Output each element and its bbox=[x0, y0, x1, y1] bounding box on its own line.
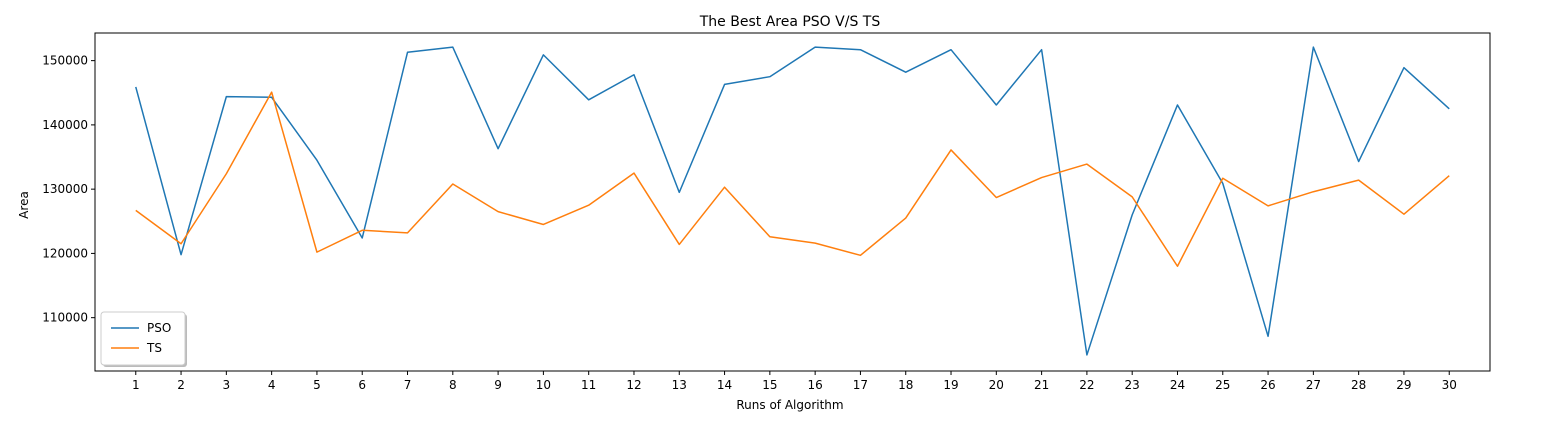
x-tick-label: 24 bbox=[1170, 378, 1185, 392]
x-tick-label: 7 bbox=[404, 378, 412, 392]
legend: PSO TS bbox=[100, 311, 187, 367]
x-tick-label: 3 bbox=[223, 378, 231, 392]
y-tick-label: 110000 bbox=[42, 311, 88, 325]
legend-label-pso: PSO bbox=[147, 321, 171, 335]
x-axis-label: Runs of Algorithm bbox=[736, 398, 843, 412]
x-tick-label: 17 bbox=[853, 378, 868, 392]
x-tick-label: 18 bbox=[898, 378, 913, 392]
x-tick-label: 26 bbox=[1260, 378, 1275, 392]
x-tick-label: 28 bbox=[1351, 378, 1366, 392]
x-tick-label: 5 bbox=[313, 378, 321, 392]
x-tick-label: 1 bbox=[132, 378, 140, 392]
x-tick-label: 15 bbox=[762, 378, 777, 392]
x-tick-label: 30 bbox=[1442, 378, 1457, 392]
x-tick-label: 11 bbox=[581, 378, 596, 392]
y-tick-label: 140000 bbox=[42, 118, 88, 132]
x-tick-label: 19 bbox=[943, 378, 958, 392]
x-tick-label: 8 bbox=[449, 378, 457, 392]
x-tick-label: 13 bbox=[672, 378, 687, 392]
x-tick-label: 12 bbox=[626, 378, 641, 392]
x-tick-label: 25 bbox=[1215, 378, 1230, 392]
x-tick-label: 27 bbox=[1306, 378, 1321, 392]
series-line-ts bbox=[135, 91, 1450, 268]
legend-box bbox=[100, 311, 186, 366]
y-tick-label: 120000 bbox=[42, 246, 88, 260]
x-tick-label: 29 bbox=[1396, 378, 1411, 392]
x-tick-label: 4 bbox=[268, 378, 276, 392]
x-tick-label: 22 bbox=[1079, 378, 1094, 392]
x-tick-label: 2 bbox=[177, 378, 185, 392]
series-line-pso bbox=[135, 46, 1450, 356]
y-tick-label: 130000 bbox=[42, 182, 88, 196]
x-tick-label: 23 bbox=[1125, 378, 1140, 392]
plot-frame bbox=[94, 32, 1491, 372]
tick-labels: 1 2 3 4 5 6 7 8 9 10 11 12 13 14 15 16 17 18 19 20 21 22 23 24 2… bbox=[42, 54, 1457, 392]
legend-label-ts: TS bbox=[146, 341, 162, 355]
axes bbox=[91, 32, 1491, 375]
x-tick-label: 16 bbox=[808, 378, 823, 392]
x-tick-label: 14 bbox=[717, 378, 732, 392]
y-tick-label: 150000 bbox=[42, 54, 88, 68]
x-tick-label: 21 bbox=[1034, 378, 1049, 392]
x-tick-label: 9 bbox=[494, 378, 502, 392]
x-tick-label: 10 bbox=[536, 378, 551, 392]
x-tick-label: 6 bbox=[358, 378, 366, 392]
series-lines bbox=[135, 46, 1450, 356]
y-axis-label: Area bbox=[17, 191, 31, 219]
chart-title: The Best Area PSO V/S TS bbox=[699, 14, 881, 30]
x-tick-label: 20 bbox=[989, 378, 1004, 392]
